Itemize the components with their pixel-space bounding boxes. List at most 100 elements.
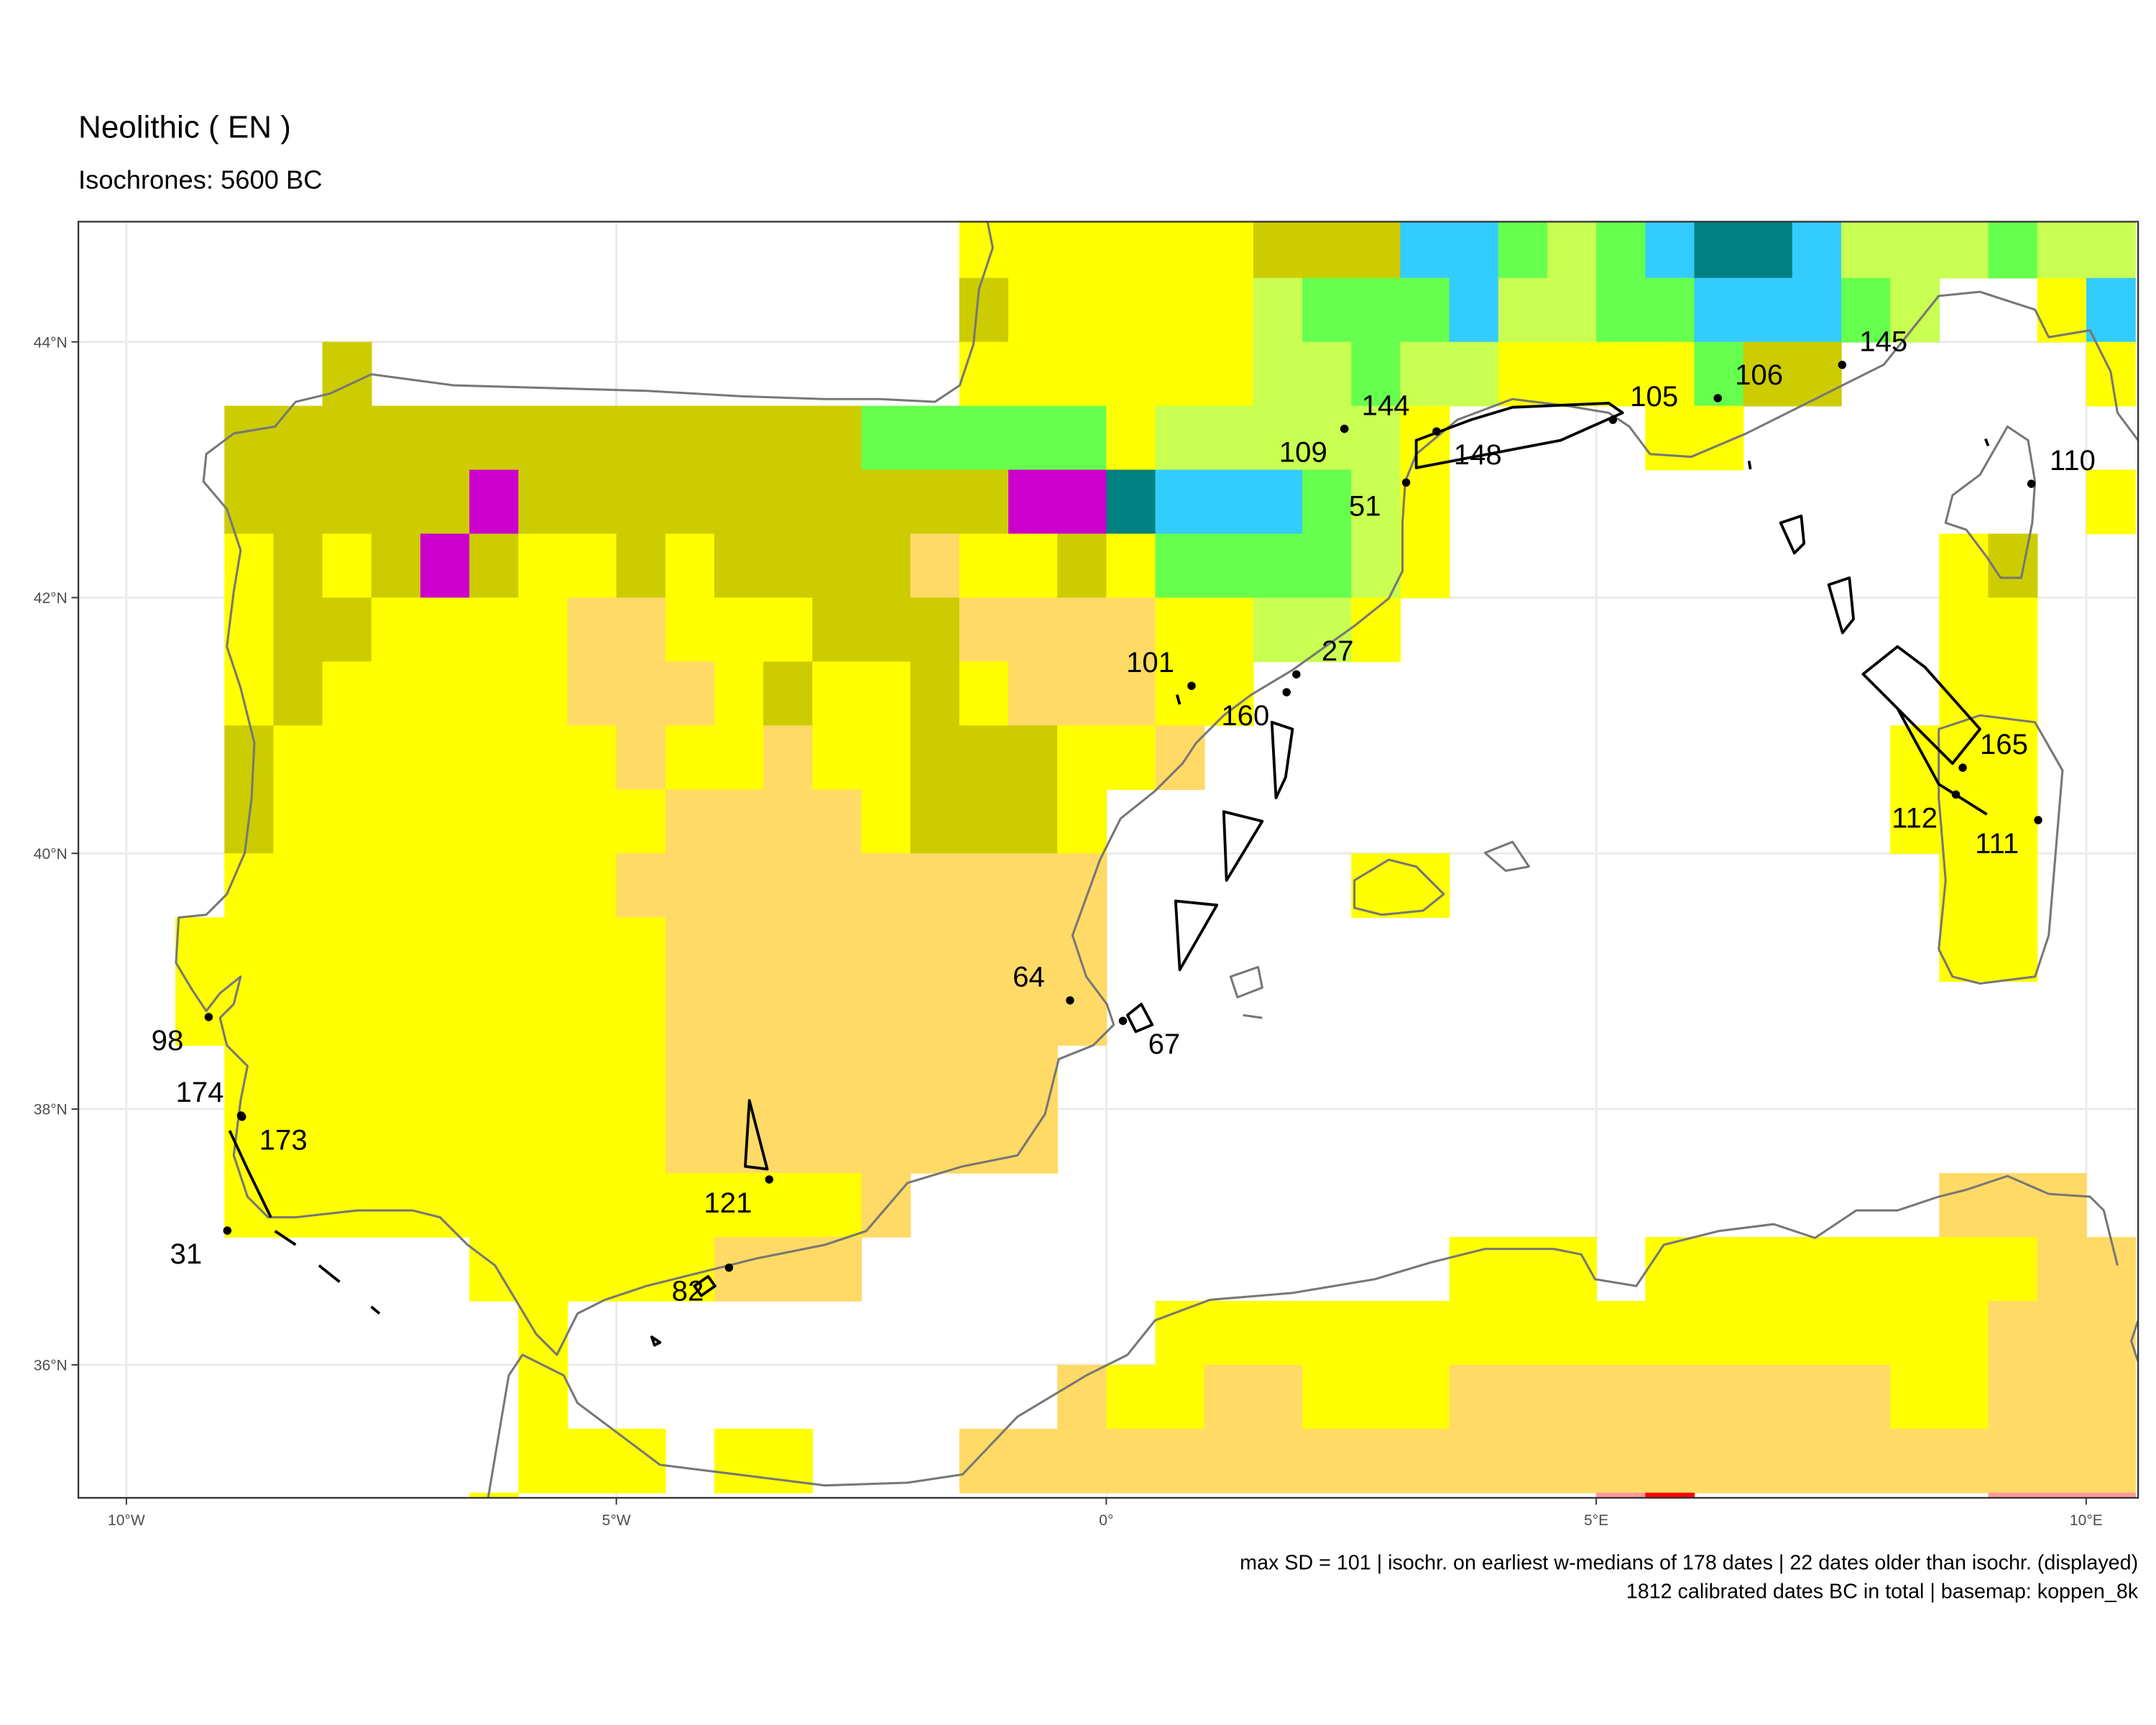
raster-cell (910, 853, 960, 918)
site-label: 51 (1349, 489, 1381, 522)
raster-cell (273, 789, 323, 855)
raster-cell (616, 1109, 666, 1174)
raster-cell (714, 469, 764, 535)
raster-cell (1547, 221, 1597, 279)
raster-cell (518, 469, 568, 535)
raster-cell (714, 1173, 764, 1238)
raster-cell (1890, 789, 1940, 855)
raster-cell (469, 1045, 520, 1110)
isochrone (1174, 899, 1219, 972)
raster-cell (1547, 1300, 1597, 1366)
coastline-italy (2130, 1320, 2139, 1362)
raster-cell (322, 405, 372, 471)
raster-cell (812, 405, 862, 471)
y-tick-label: 42°N (34, 590, 68, 607)
x-tick-label: 0° (1099, 1512, 1113, 1529)
raster-cell (567, 789, 617, 855)
raster-cell (469, 981, 520, 1046)
raster-cell (420, 725, 470, 791)
site-label: 82 (672, 1275, 704, 1307)
raster-cell (714, 1428, 764, 1494)
raster-cell (322, 917, 372, 982)
raster-cell (763, 597, 814, 663)
raster-cell (2086, 1364, 2136, 1430)
raster-cell (273, 1173, 323, 1238)
raster-cell (1890, 1428, 1940, 1494)
site-label: 145 (1859, 326, 1907, 358)
raster-cell (371, 917, 421, 982)
raster-cell (1057, 277, 1107, 343)
raster-cell (2037, 221, 2087, 279)
raster-cell (518, 1300, 568, 1366)
raster-cell (910, 1109, 960, 1174)
raster-cell (518, 725, 568, 791)
raster-cell (616, 1173, 666, 1238)
coastline-mallorca (1353, 858, 1445, 916)
raster-cell (1106, 597, 1156, 663)
raster-cell (1498, 1236, 1548, 1302)
raster-cell (1792, 341, 1842, 407)
raster-cell (1939, 597, 1989, 663)
raster-cell (518, 853, 568, 918)
raster-cell (665, 853, 715, 918)
raster-cell (1596, 341, 1646, 407)
raster-cell (910, 597, 960, 663)
raster-cell (273, 533, 323, 599)
raster-cell (2037, 1364, 2087, 1430)
raster-cell (714, 405, 764, 471)
site-dot (2027, 479, 2036, 488)
raster-cell (1792, 221, 1842, 279)
raster-cell (1155, 1364, 1205, 1430)
raster-cell (1596, 277, 1646, 343)
raster-cell (763, 853, 814, 918)
raster-cell (714, 917, 764, 982)
raster-cell (861, 1045, 911, 1110)
raster-cell (518, 1045, 568, 1110)
raster-cell (763, 917, 814, 982)
raster-cell (959, 981, 1009, 1046)
raster-cell (763, 789, 814, 855)
raster-cell (1400, 533, 1450, 599)
raster-cell (420, 533, 470, 599)
raster-cell (1449, 221, 1499, 279)
raster-cell (1939, 1173, 1989, 1238)
raster-cell (959, 853, 1009, 918)
raster-cell (371, 725, 421, 791)
raster-cell (1743, 1300, 1793, 1366)
raster-cell (322, 1045, 372, 1110)
sites: 98 174 173 31 121 82 64 67 101 160 27 109 144 51 148 10… (152, 326, 2096, 1307)
raster-cell (420, 1045, 470, 1110)
raster-cell (1204, 597, 1254, 663)
site-dot (765, 1175, 774, 1184)
raster-cell (371, 981, 421, 1046)
raster-cell (1351, 277, 1401, 343)
raster-cell (1547, 341, 1597, 407)
raster-cell (1400, 1428, 1450, 1494)
raster-cell (1645, 221, 1695, 279)
raster-cell (1988, 1236, 2038, 1302)
raster-cell (1057, 1428, 1107, 1494)
raster-cell (812, 789, 862, 855)
raster-cell (1939, 1300, 1989, 1366)
raster-cell (1008, 1428, 1058, 1494)
raster-cell (322, 533, 372, 599)
raster-cell (469, 853, 520, 918)
raster-cell (1939, 221, 1989, 279)
raster-cell (518, 1173, 568, 1238)
raster-cell (1498, 221, 1548, 279)
raster-cell (567, 533, 617, 599)
raster-cell (959, 221, 1009, 279)
raster-cell (1498, 341, 1548, 407)
raster-cell (910, 789, 960, 855)
raster-cell (224, 661, 275, 727)
raster-cell (518, 661, 568, 727)
raster-cell (1743, 1236, 1793, 1302)
raster-cell (420, 405, 470, 471)
raster-cell (224, 405, 275, 471)
site-dot (1292, 670, 1301, 678)
raster-cell (224, 981, 275, 1046)
raster-cell (1841, 1300, 1891, 1366)
raster-cell (322, 661, 372, 727)
raster-cell (1547, 1428, 1597, 1494)
site-dot (1401, 478, 1411, 487)
